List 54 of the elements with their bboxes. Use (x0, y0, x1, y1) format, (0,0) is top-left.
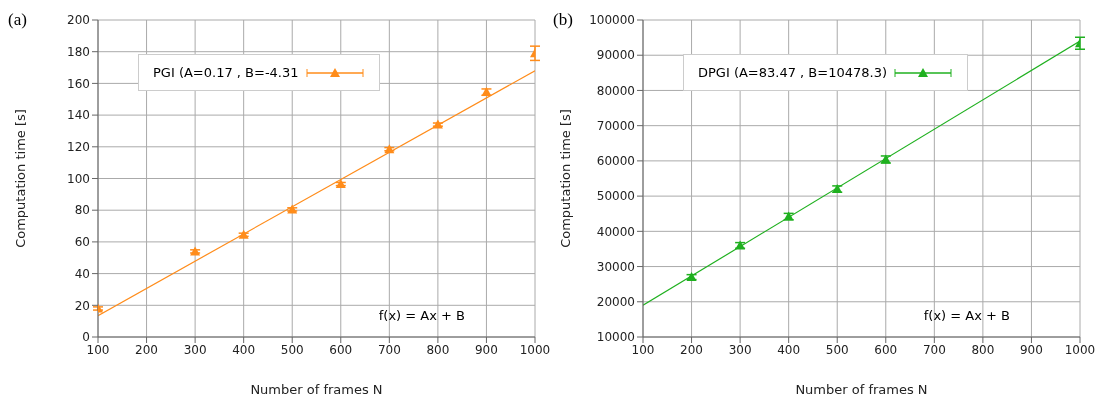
point (190, 246, 201, 256)
legend-label: DPGI (A=83.47 , B=10478.3) (698, 65, 888, 80)
y-tick-label: 10000 (596, 330, 635, 345)
x-tick-label: 500 (825, 342, 849, 357)
y-axis-title: Computation time [s] (557, 109, 573, 248)
y-tick-label: 180 (67, 44, 90, 59)
x-tick-label: 100 (86, 342, 110, 357)
y-tick-label: 100000 (589, 13, 635, 28)
x-tick-label: 300 (183, 342, 207, 357)
text: (a) (8, 10, 27, 30)
x-tick-label: 900 (474, 342, 498, 357)
y-tick-label: 0 (82, 330, 90, 345)
y-tick-label: 30000 (596, 259, 635, 274)
x-tick-label: 100 (631, 342, 655, 357)
annotation: f(x) = Ax + B (923, 308, 1010, 323)
y-tick-label: 80000 (596, 83, 635, 98)
text: (b) (553, 10, 573, 30)
x-tick-label: 200 (135, 342, 159, 357)
y-tick-label: 40000 (596, 224, 635, 239)
y-tick-label: 100 (67, 171, 90, 186)
y-tick-label: 70000 (596, 118, 635, 133)
x-tick-label: 400 (777, 342, 801, 357)
y-tick-label: 90000 (596, 48, 635, 63)
x-axis-title: Number of frames N (250, 382, 383, 398)
x-tick-label: 600 (874, 342, 898, 357)
x-tick-label: 200 (680, 342, 704, 357)
x-axis-title: Number of frames N (795, 382, 928, 398)
x-tick-label: 400 (232, 342, 256, 357)
y-tick-label: 50000 (596, 189, 635, 204)
legend-label: PGI (A=0.17 , B=-4.31 (153, 65, 299, 80)
y-axis-title: Computation time [s] (12, 109, 28, 248)
y-tick-label: 20 (74, 298, 90, 313)
x-tick-label: 900 (1019, 342, 1043, 357)
y-tick-label: 140 (67, 108, 90, 123)
x-tick-label: 1000 (1064, 342, 1096, 357)
point (287, 204, 298, 214)
y-tick-label: 40 (74, 266, 90, 281)
y-tick-label: 160 (67, 76, 90, 91)
point (238, 229, 249, 239)
x-tick-label: 300 (728, 342, 752, 357)
x-tick-label: 800 (971, 342, 995, 357)
x-tick-label: 800 (426, 342, 450, 357)
y-tick-label: 60 (74, 235, 90, 250)
annotation: f(x) = Ax + B (378, 308, 465, 323)
x-tick-label: 700 (922, 342, 946, 357)
x-tick-label: 500 (280, 342, 304, 357)
y-tick-label: 80 (74, 203, 90, 218)
y-tick-label: 200 (67, 13, 90, 28)
x-tick-label: 600 (329, 342, 353, 357)
x-tick-label: 700 (377, 342, 401, 357)
x-tick-label: 1000 (519, 342, 551, 357)
y-tick-label: 20000 (596, 295, 635, 310)
y-tick-label: 120 (67, 140, 90, 155)
y-tick-label: 60000 (596, 154, 635, 169)
